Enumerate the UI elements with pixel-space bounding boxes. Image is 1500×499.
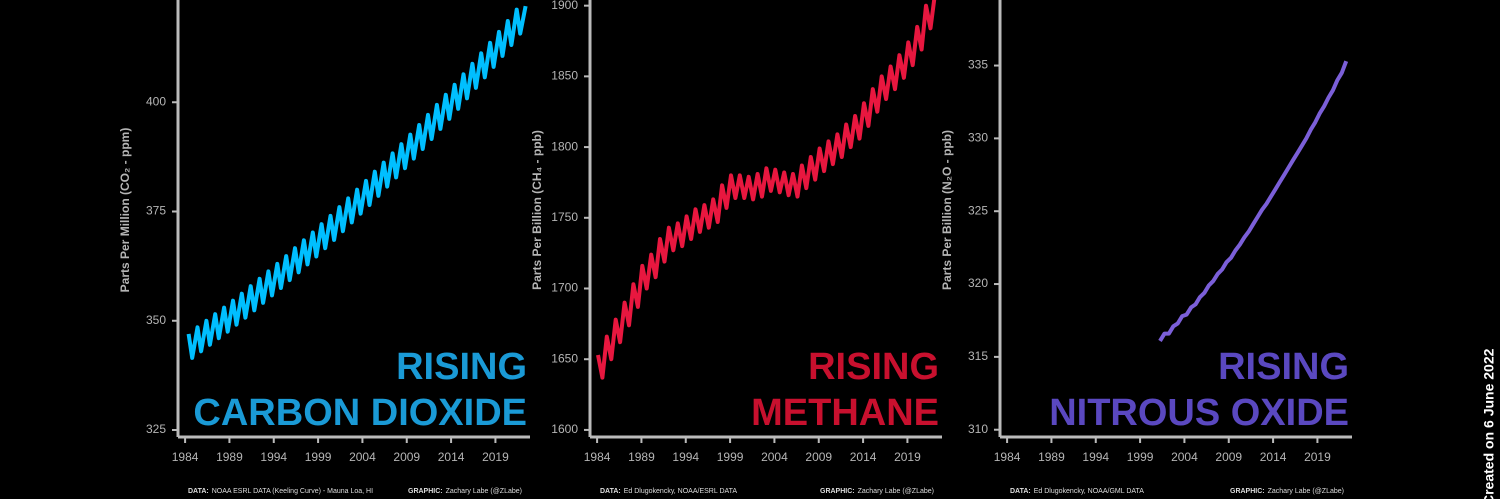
x-tick-label: 2014 (1260, 450, 1287, 464)
x-tick-label: 2004 (1171, 450, 1198, 464)
x-tick-label: 2014 (438, 450, 465, 464)
x-tick-label: 2009 (1215, 450, 1242, 464)
credit-note: GRAPHIC: Zachary Labe (@ZLabe) (820, 488, 934, 495)
y-axis-label: Parts Per Million (CO₂ - ppm) (118, 128, 132, 293)
data-line (186, 5, 528, 360)
credit-text: Zachary Labe (@ZLabe) (1268, 488, 1344, 495)
x-tick-label: 1984 (994, 450, 1021, 464)
x-tick-label: 1989 (1038, 450, 1065, 464)
x-tick-label: 1994 (672, 450, 699, 464)
credit-text: Zachary Labe (@ZLabe) (858, 488, 934, 495)
y-axis-label: Parts Per Billion (CH₄ - ppb) (530, 130, 544, 290)
y-tick-label: 400 (146, 94, 166, 108)
x-tick-label: 1994 (1082, 450, 1109, 464)
data-line (596, 0, 937, 380)
credit-note: GRAPHIC: Zachary Labe (@ZLabe) (408, 488, 522, 495)
x-tick-label: 1999 (717, 450, 744, 464)
y-tick-label: 375 (146, 204, 166, 218)
credit-label: GRAPHIC: (408, 488, 443, 495)
created-note: Created on 6 June 2022 (1481, 348, 1497, 499)
source-label: DATA: (188, 488, 209, 495)
panel-title: RISING (1218, 346, 1349, 388)
panel-title: METHANE (751, 392, 939, 434)
y-tick-label: 1700 (551, 281, 578, 295)
y-tick-label: 1600 (551, 422, 578, 436)
y-axis-label: Parts Per Billion (N₂O - ppb) (940, 130, 954, 290)
source-text: NOAA ESRL DATA (Keeling Curve) - Mauna L… (212, 488, 373, 495)
panel-title: RISING (808, 346, 939, 388)
x-tick-label: 2009 (393, 450, 420, 464)
panel-title: NITROUS OXIDE (1049, 392, 1349, 434)
y-tick-label: 335 (968, 58, 988, 72)
data-line (1158, 60, 1349, 342)
y-tick-label: 325 (968, 203, 988, 217)
y-tick-label: 325 (146, 422, 166, 436)
credit-note: GRAPHIC: Zachary Labe (@ZLabe) (1230, 488, 1344, 495)
x-tick-label: 1984 (172, 450, 199, 464)
x-tick-label: 1989 (216, 450, 243, 464)
panel-title: RISING (396, 346, 527, 388)
y-tick-label: 1750 (551, 210, 578, 224)
x-tick-label: 2009 (805, 450, 832, 464)
x-tick-label: 2004 (761, 450, 788, 464)
y-tick-label: 1850 (551, 69, 578, 83)
y-tick-label: 310 (968, 422, 988, 436)
panel-title: CARBON DIOXIDE (193, 392, 527, 434)
x-tick-label: 1999 (1127, 450, 1154, 464)
y-tick-label: 330 (968, 131, 988, 145)
x-tick-label: 2019 (482, 450, 509, 464)
x-tick-label: 1999 (305, 450, 332, 464)
y-tick-label: 350 (146, 313, 166, 327)
x-tick-label: 1989 (628, 450, 655, 464)
credit-text: Zachary Labe (@ZLabe) (446, 488, 522, 495)
y-tick-label: 315 (968, 349, 988, 363)
x-tick-label: 1994 (260, 450, 287, 464)
y-tick-label: 1800 (551, 139, 578, 153)
x-tick-label: 2019 (1304, 450, 1331, 464)
x-tick-label: 2014 (850, 450, 877, 464)
credit-label: GRAPHIC: (1230, 488, 1265, 495)
source-label: DATA: (1010, 488, 1031, 495)
y-tick-label: 1650 (551, 351, 578, 365)
source-note: DATA: Ed Dlugokencky, NOAA/ESRL DATA (600, 488, 737, 495)
source-label: DATA: (600, 488, 621, 495)
source-note: DATA: Ed Dlugokencky, NOAA/GML DATA (1010, 488, 1144, 495)
x-tick-label: 2004 (349, 450, 376, 464)
y-tick-label: 1900 (551, 0, 578, 12)
x-tick-label: 2019 (894, 450, 921, 464)
x-tick-label: 1984 (584, 450, 611, 464)
source-note: DATA: NOAA ESRL DATA (Keeling Curve) - Ma… (188, 488, 373, 495)
y-tick-label: 320 (968, 276, 988, 290)
credit-label: GRAPHIC: (820, 488, 855, 495)
source-text: Ed Dlugokencky, NOAA/GML DATA (1034, 488, 1145, 495)
source-text: Ed Dlugokencky, NOAA/ESRL DATA (624, 488, 738, 495)
